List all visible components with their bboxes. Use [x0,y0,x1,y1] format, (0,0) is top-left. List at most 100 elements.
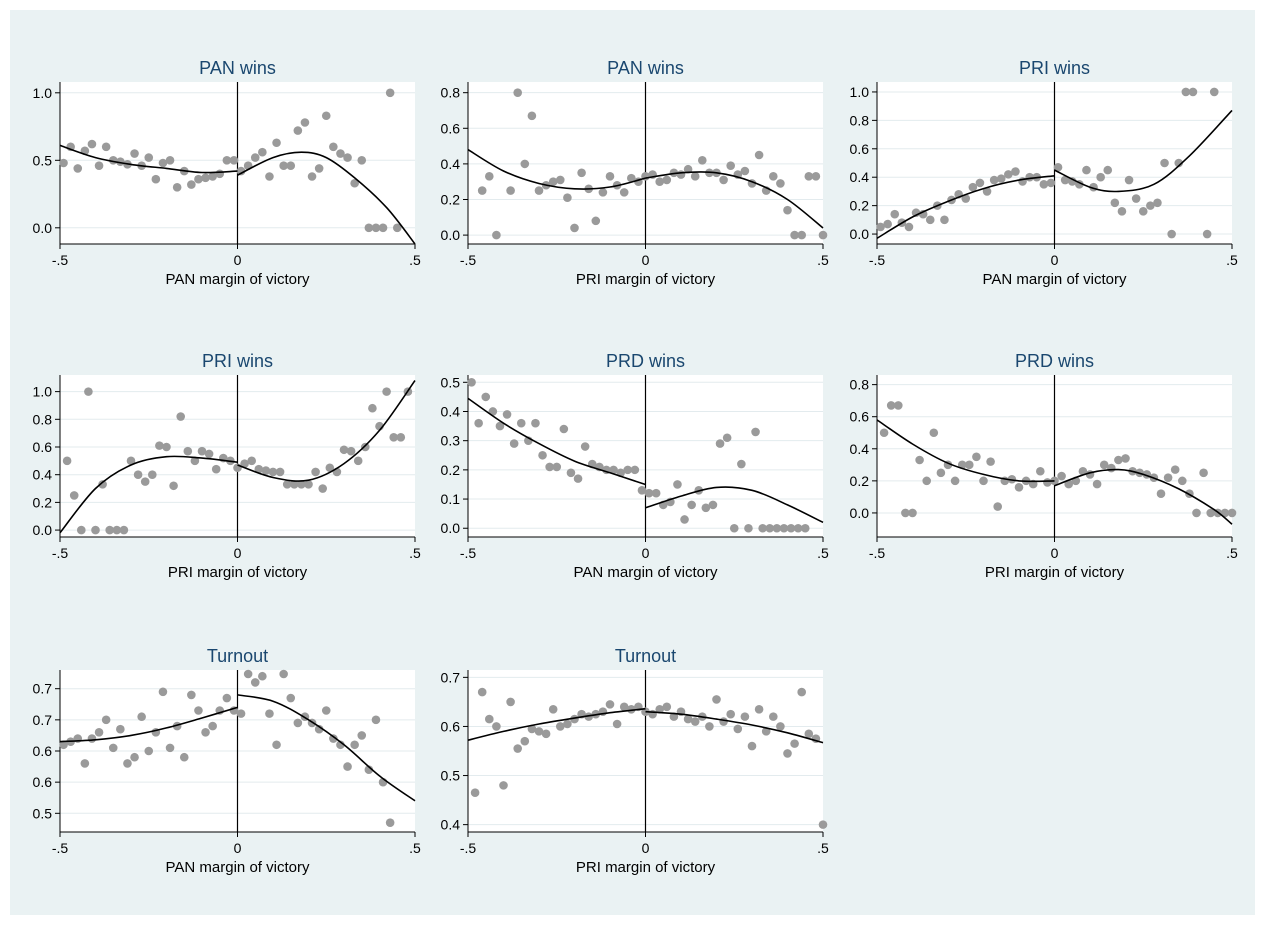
y-tick-label: 0.2 [33,494,53,510]
data-point [538,450,547,460]
data-point [761,727,771,736]
data-point [94,161,104,170]
data-point [623,465,633,475]
data-point [804,172,814,181]
data-point [318,484,328,493]
data-point [346,446,356,456]
data-point [744,523,753,533]
data-point [627,173,636,183]
data-point [690,172,700,181]
x-tick-label: .5 [409,545,421,561]
x-tick-label: .5 [817,840,829,856]
fit-line-left [467,397,646,486]
data-point [527,111,537,121]
panel-title: PRD wins [1015,351,1094,371]
y-tick-label: 0.2 [441,462,461,478]
x-tick-label: .5 [409,252,421,268]
data-point [559,424,569,434]
y-tick-label: 0.5 [33,805,53,821]
data-point [929,428,939,438]
data-point [769,172,778,181]
data-point [754,704,764,714]
y-tick-label: 0.0 [850,226,870,242]
data-point [548,177,558,186]
data-point [651,488,661,498]
data-point [151,174,161,184]
data-point [509,439,519,448]
y-tick-label: 1.0 [850,84,870,100]
data-point [783,205,792,215]
data-point [91,525,100,535]
data-point [1209,87,1219,97]
data-point [293,126,303,135]
data-point [311,467,320,477]
data-point [282,480,292,489]
data-point [286,693,296,703]
fit-line-right [237,694,416,802]
data-point [279,161,288,170]
y-tick-label: 0.2 [850,473,870,489]
data-point [676,170,686,179]
data-point [290,480,299,489]
data-point [243,669,253,679]
data-point [297,480,306,489]
panel-title: PAN wins [199,58,276,78]
panel-title: PAN wins [607,58,684,78]
data-point [580,442,590,451]
data-point [516,418,526,428]
data-point [800,523,810,533]
data-point [158,158,168,168]
data-point [258,147,267,157]
data-point [520,736,530,746]
data-point [250,153,260,162]
data-point [477,687,487,697]
data-point [1167,229,1176,239]
x-tick-label: .5 [409,840,421,856]
data-point [655,704,664,714]
data-point [236,709,246,718]
fit-line-right [1054,468,1233,525]
data-point [73,164,83,173]
panel-2: PAN wins 0.0 0.2 0.4 0.6 0.8 -.5 0 .5 PRI margin … [441,58,830,288]
data-point [183,446,193,456]
data-point [87,734,97,743]
y-tick-label: 0.5 [441,374,461,390]
data-point [1170,465,1180,474]
data-point [492,722,501,731]
data-point [201,173,210,183]
data-point [229,156,239,165]
data-point [357,156,367,165]
data-point [1004,170,1013,179]
data-point [211,464,221,474]
data-point [793,523,803,533]
data-point [101,715,111,725]
data-point [1121,454,1130,463]
data-point [250,678,260,687]
data-point [112,525,122,535]
data-point [194,174,203,184]
y-tick-label: 0.7 [441,669,461,685]
data-point [968,182,978,192]
x-tick-label: 0 [642,840,650,856]
data-point [886,401,896,410]
data-point [477,186,487,195]
data-point [1057,471,1066,481]
data-point [818,820,828,829]
data-point [747,741,757,751]
panel-title: PRI wins [1019,58,1090,78]
data-point [701,503,711,513]
x-axis-label: PRI margin of victory [576,859,716,876]
fit-line-left [59,144,238,174]
data-point [573,474,583,483]
x-tick-label: -.5 [52,252,69,268]
data-point [268,467,278,477]
x-tick-label: 0 [642,545,650,561]
data-point [1067,177,1077,186]
data-point [197,446,207,456]
data-point [162,442,171,452]
data-point [130,752,139,762]
x-axis-label: PRI margin of victory [985,564,1125,581]
data-point [786,523,796,533]
data-point [605,172,615,181]
data-point [59,740,68,750]
